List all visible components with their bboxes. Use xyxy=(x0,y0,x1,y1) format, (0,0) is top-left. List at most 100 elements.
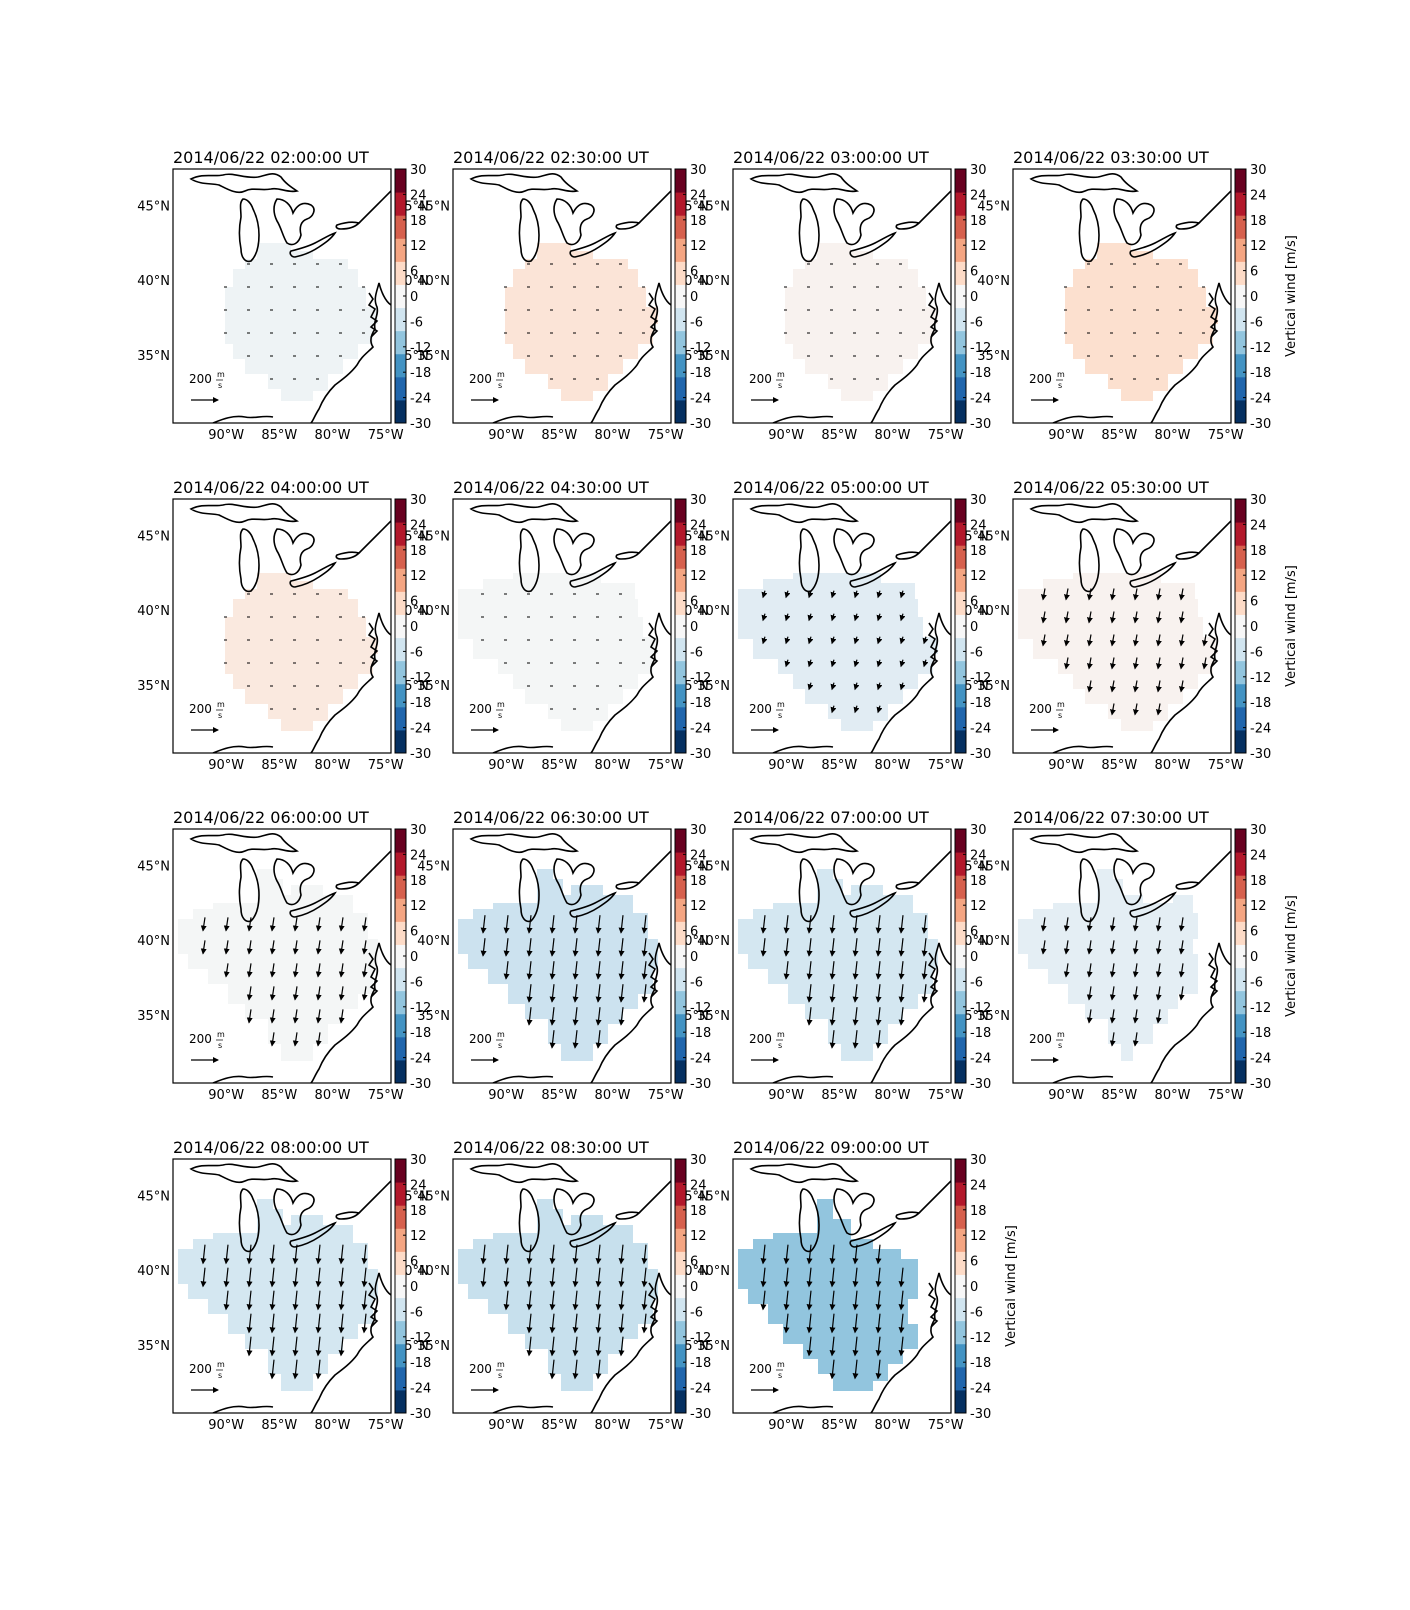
map-panel: 2014/06/22 07:00:00 UT 200 ms 90°W 85°W 80°W 7… xyxy=(697,808,991,1103)
wind-vector xyxy=(1109,963,1116,978)
colorbar-tick-label: -18 xyxy=(690,366,711,381)
reference-vector-value: 200 xyxy=(189,1032,212,1046)
wind-vector xyxy=(223,1290,230,1311)
colorbar-segment xyxy=(955,1036,966,1061)
wind-vector xyxy=(315,917,322,932)
colorbar-tick-label: -6 xyxy=(1250,315,1263,330)
wind-vector xyxy=(1178,657,1185,670)
coastline xyxy=(895,221,921,230)
colorbar-tick-label: -30 xyxy=(970,417,991,432)
wind-vector xyxy=(853,613,860,622)
wind-vector xyxy=(921,984,928,1003)
colorbar-segment xyxy=(395,921,406,945)
colorbar-segment xyxy=(675,729,686,754)
wind-vector xyxy=(1178,940,1185,955)
colorbar-segment xyxy=(675,706,686,731)
map-panel: 2014/06/22 07:30:00 UT 200 ms 90°W 85°W 80°W 7… xyxy=(977,808,1299,1103)
coastline xyxy=(518,858,540,923)
colorbar-segment xyxy=(395,637,406,662)
reference-vector-value: 200 xyxy=(189,372,212,386)
colorbar-tick-label: -24 xyxy=(690,1382,711,1397)
latitude-label: 35°N xyxy=(137,679,170,694)
reference-vector-unit-num: m xyxy=(497,1030,505,1039)
coastline xyxy=(849,1221,897,1248)
longitude-label: 75°W xyxy=(928,1088,964,1103)
coastline xyxy=(798,858,820,923)
wind-vector xyxy=(618,1007,625,1026)
wind-vector xyxy=(806,938,813,957)
colorbar-tick-label: 18 xyxy=(970,214,987,229)
colorbar-tick-label: -12 xyxy=(1250,341,1271,356)
colorbar-tick-label: 12 xyxy=(970,569,987,584)
coastline xyxy=(927,622,939,668)
colorbar-tick-label: -12 xyxy=(410,1331,431,1346)
wind-vector xyxy=(338,940,345,955)
colorbar: 30 24 18 12 6 0 -6 -12 -18 -24 -30 xyxy=(674,823,711,1092)
colorbar-tick-label: -12 xyxy=(970,1331,991,1346)
latitude-label: 35°N xyxy=(697,1009,730,1024)
wind-vector xyxy=(1155,963,1162,978)
wind-vector xyxy=(1109,1032,1116,1047)
wind-vector xyxy=(549,1290,556,1311)
wind-vector xyxy=(572,1030,579,1049)
wind-vector xyxy=(1155,986,1162,1001)
latitude-label: 40°N xyxy=(977,934,1010,949)
coastline xyxy=(638,520,671,554)
colorbar-segment xyxy=(675,875,686,899)
wind-vector xyxy=(875,1244,882,1265)
coastline xyxy=(335,881,361,890)
colorbar-tick-label: -6 xyxy=(410,645,423,660)
colorbar-segment xyxy=(1235,353,1246,378)
wind-vector xyxy=(292,940,299,955)
wind-vector xyxy=(269,1267,276,1288)
latitude-label: 45°N xyxy=(697,529,730,544)
coastline xyxy=(1207,622,1219,668)
wind-vector xyxy=(338,917,345,932)
colorbar-tick-label: -6 xyxy=(970,975,983,990)
longitude-label: 75°W xyxy=(648,758,684,773)
coastline xyxy=(895,881,921,890)
wind-vector xyxy=(853,705,860,714)
coastline xyxy=(798,1188,820,1253)
colorbar-tick-label: 12 xyxy=(410,569,427,584)
colorbar-segment xyxy=(675,1228,686,1252)
latitude-label: 35°N xyxy=(137,1009,170,1024)
longitude-label: 75°W xyxy=(368,1418,404,1433)
wind-vector xyxy=(898,961,905,980)
wind-vector xyxy=(292,1032,299,1047)
colorbar: 30 24 18 12 6 0 -6 -12 -18 -24 -30 xyxy=(674,1153,711,1422)
wind-vector xyxy=(806,1267,813,1288)
coastline xyxy=(1150,942,1231,1083)
colorbar-segment xyxy=(395,829,406,853)
wind-vector xyxy=(783,961,790,980)
colorbar-tick-label: -30 xyxy=(690,1407,711,1422)
colorbar-label: Vertical wind [m/s] xyxy=(1004,1225,1019,1347)
coastline xyxy=(1129,891,1177,918)
wind-vector xyxy=(315,940,322,955)
colorbar-segment xyxy=(955,499,966,523)
colorbar-segment xyxy=(675,1013,686,1038)
colorbar-tick-label: -12 xyxy=(690,341,711,356)
coastline xyxy=(492,745,554,753)
panel-title: 2014/06/22 07:00:00 UT xyxy=(733,808,929,827)
longitude-label: 85°W xyxy=(541,1418,577,1433)
coastline xyxy=(918,520,951,554)
coastline xyxy=(1113,528,1155,576)
colorbar-tick-label: 30 xyxy=(1250,163,1267,178)
wind-vector xyxy=(641,1313,648,1334)
wind-vector xyxy=(1109,634,1116,647)
wind-vector xyxy=(595,1313,602,1334)
wind-vector xyxy=(807,613,814,622)
wind-vector xyxy=(1201,657,1208,670)
coastline xyxy=(238,198,260,263)
colorbar-segment xyxy=(675,1389,686,1414)
coastline xyxy=(289,891,337,918)
wind-vector xyxy=(572,938,579,957)
wind-vector xyxy=(783,1267,790,1288)
colorbar-segment xyxy=(675,307,686,332)
wind-vector xyxy=(200,917,207,932)
latitude-label: 35°N xyxy=(697,679,730,694)
longitude-label: 85°W xyxy=(261,758,297,773)
coastline xyxy=(895,1211,921,1220)
wind-vector xyxy=(292,1336,299,1357)
